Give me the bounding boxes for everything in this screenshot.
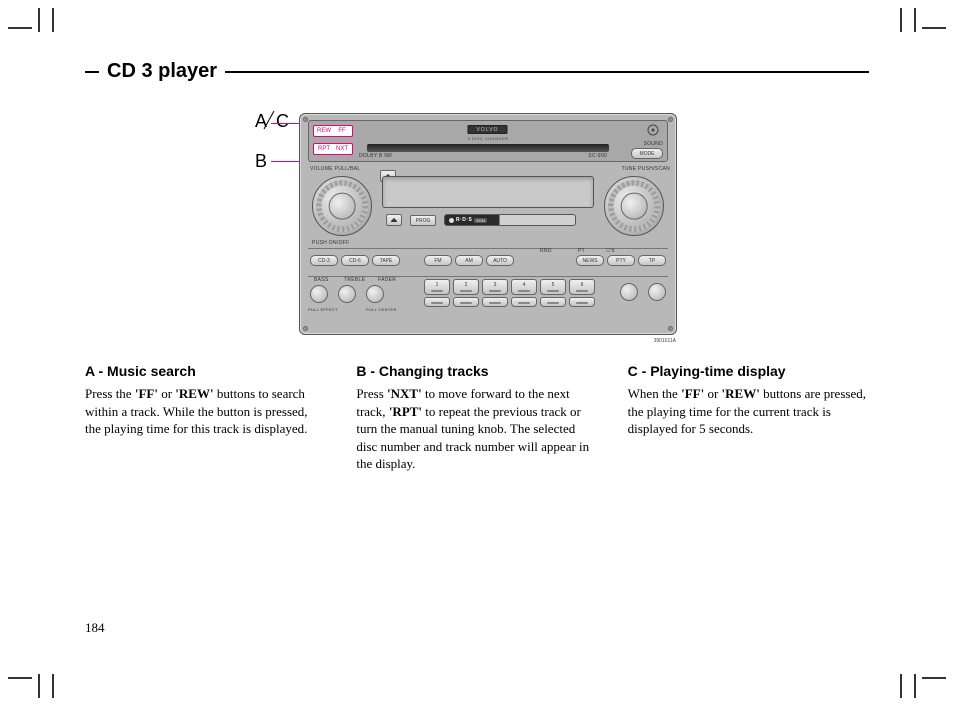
crop-mark <box>906 8 946 48</box>
bass-knob[interactable] <box>310 285 328 303</box>
rpt-nxt-group: RPT NXT <box>313 143 353 155</box>
tp-button[interactable]: TP <box>638 255 666 266</box>
section-c-heading: C - Playing-time display <box>628 363 869 379</box>
radio-top-panel: REW FF RPT NXT VOLVO 3 DISC CHANGER SC-9… <box>308 120 668 162</box>
crop-mark <box>906 658 946 698</box>
volume-label: VOLUME PULL/BAL <box>310 166 360 172</box>
treble-label: TREBLE <box>344 277 365 283</box>
auto-button[interactable]: AUTO <box>486 255 514 266</box>
preset-6[interactable]: 6 <box>569 279 595 295</box>
text-columns: A - Music search Press the 'FF' or 'REW'… <box>85 363 869 473</box>
ff-button[interactable]: FF <box>334 127 350 135</box>
dolby-label: DOLBY B NR <box>359 153 392 159</box>
fader-knob[interactable] <box>366 285 384 303</box>
volume-knob[interactable] <box>312 176 372 236</box>
mute-icon: ☐↯ <box>606 248 615 254</box>
part-number: 3901011A <box>654 338 676 344</box>
cd-slot[interactable] <box>367 144 609 152</box>
fm-button[interactable]: FM <box>424 255 452 266</box>
tune-label: TUNE PUSH/SCAN <box>622 166 670 172</box>
preset-4[interactable]: 4 <box>511 279 537 295</box>
preset-3[interactable]: 3 <box>482 279 508 295</box>
pty-button[interactable]: PTY <box>607 255 635 266</box>
tape-button[interactable]: TAPE <box>372 255 400 266</box>
crop-mark <box>8 8 48 48</box>
rew-button[interactable]: REW <box>316 127 332 135</box>
preset-under-2[interactable] <box>453 297 479 307</box>
preset-5[interactable]: 5 <box>540 279 566 295</box>
source-row: CD-3 CD-6 TAPE FM AM AUTO RND PT ☐↯ NEWS… <box>308 248 668 276</box>
radio-display <box>382 176 594 208</box>
rds-eon-label: EON <box>474 218 487 223</box>
bottom-knob-2[interactable] <box>648 283 666 301</box>
section-b-body: Press 'NXT' to move forward to the next … <box>356 385 597 473</box>
bottom-knob-1[interactable] <box>620 283 638 301</box>
tune-knob[interactable] <box>604 176 664 236</box>
pull-effect-label: PULL EFFECT <box>308 307 338 312</box>
preset-row: 1 2 3 4 5 6 <box>424 279 595 295</box>
cd3-button[interactable]: CD-3 <box>310 255 338 266</box>
bottom-row: BASS TREBLE FADER PULL EFFECT PULL CENTE… <box>308 276 668 304</box>
page-number: 184 <box>85 620 105 636</box>
crop-mark <box>8 658 48 698</box>
preset-under-3[interactable] <box>482 297 508 307</box>
page-title: CD 3 player <box>107 60 217 83</box>
cd-disc-icon <box>646 124 664 136</box>
radio-figure: A C B REW FF RPT NXT <box>277 113 677 335</box>
pt-label: PT <box>578 248 585 254</box>
pull-center-label: PULL CENTER <box>366 307 397 312</box>
eject-bottom-button[interactable] <box>386 214 402 226</box>
brand-area: VOLVO 3 DISC CHANGER <box>467 125 508 141</box>
rds-label: R·D·S <box>456 217 472 223</box>
callout-c: C <box>276 111 289 132</box>
section-c: C - Playing-time display When the 'FF' o… <box>628 363 869 473</box>
rds-strip: R·D·S EON <box>444 214 576 226</box>
section-b-heading: B - Changing tracks <box>356 363 597 379</box>
cd6-button[interactable]: CD-6 <box>341 255 369 266</box>
preset-2[interactable]: 2 <box>453 279 479 295</box>
push-onoff-label: PUSH ON/OFF <box>312 240 349 246</box>
rnd-label: RND <box>540 248 552 254</box>
volvo-logo: VOLVO <box>467 125 507 134</box>
sound-label: SOUND <box>643 141 663 147</box>
preset-under-6[interactable] <box>569 297 595 307</box>
treble-knob[interactable] <box>338 285 356 303</box>
section-c-body: When the 'FF' or 'REW' buttons are press… <box>628 385 869 438</box>
section-a-heading: A - Music search <box>85 363 326 379</box>
section-b: B - Changing tracks Press 'NXT' to move … <box>356 363 597 473</box>
am-button[interactable]: AM <box>455 255 483 266</box>
section-a: A - Music search Press the 'FF' or 'REW'… <box>85 363 326 473</box>
page-content: CD 3 player A C B REW FF RPT NXT <box>85 60 869 473</box>
bass-label: BASS <box>314 277 329 283</box>
fader-label: FADER <box>378 277 396 283</box>
radio-unit: REW FF RPT NXT VOLVO 3 DISC CHANGER SC-9… <box>299 113 677 335</box>
nxt-button[interactable]: NXT <box>334 145 350 153</box>
page-title-row: CD 3 player <box>85 60 869 83</box>
news-button[interactable]: NEWS <box>576 255 604 266</box>
model-label: SC-900 <box>588 153 607 159</box>
mode-button[interactable]: MODE <box>631 148 663 159</box>
rew-ff-group: REW FF <box>313 125 353 137</box>
preset-under-5[interactable] <box>540 297 566 307</box>
changer-label: 3 DISC CHANGER <box>467 136 508 141</box>
rpt-button[interactable]: RPT <box>316 145 332 153</box>
slash-icon <box>264 111 274 131</box>
preset-under-4[interactable] <box>511 297 537 307</box>
preset-1[interactable]: 1 <box>424 279 450 295</box>
callout-b: B <box>255 151 267 172</box>
preset-under-1[interactable] <box>424 297 450 307</box>
section-a-body: Press the 'FF' or 'REW' buttons to searc… <box>85 385 326 438</box>
prog-button[interactable]: PROG <box>410 215 436 226</box>
